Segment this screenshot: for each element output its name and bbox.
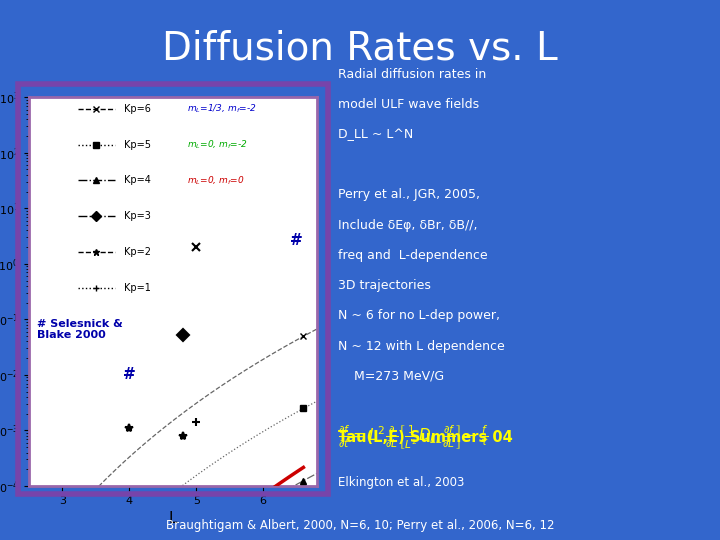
Text: Kp=5: Kp=5 (124, 140, 151, 150)
Text: model ULF wave fields: model ULF wave fields (338, 98, 480, 111)
Text: Radial diffusion rates in: Radial diffusion rates in (338, 68, 487, 80)
Text: D_LL ~ L^N: D_LL ~ L^N (338, 128, 414, 141)
Text: # Selesnick &
Blake 2000: # Selesnick & Blake 2000 (37, 319, 123, 340)
Text: N ~ 6 for no L-dep power,: N ~ 6 for no L-dep power, (338, 309, 500, 322)
Text: m$_L$=0, m$_f$=0: m$_L$=0, m$_f$=0 (187, 174, 245, 187)
Text: Braughtigam & Albert, 2000, N=6, 10; Perry et al., 2006, N=6, 12: Braughtigam & Albert, 2000, N=6, 10; Per… (166, 519, 554, 532)
Text: Perry et al., JGR, 2005,: Perry et al., JGR, 2005, (338, 188, 480, 201)
Text: Kp=6: Kp=6 (124, 104, 150, 114)
Text: #: # (290, 233, 303, 248)
Text: #: # (123, 367, 135, 382)
X-axis label: L: L (168, 511, 177, 526)
Text: Tau(L,E) Summers 04: Tau(L,E) Summers 04 (338, 430, 513, 445)
Text: N ~ 12 with L dependence: N ~ 12 with L dependence (338, 340, 505, 353)
Text: freq and  L-dependence: freq and L-dependence (338, 249, 488, 262)
Text: $\frac{\partial f}{\partial t} = L^2 \frac{\partial}{\partial L}\left[\frac{1}{L: $\frac{\partial f}{\partial t} = L^2 \fr… (338, 423, 489, 451)
Text: m$_L$=1/3, m$_f$=-2: m$_L$=1/3, m$_f$=-2 (187, 103, 257, 115)
Text: Kp=1: Kp=1 (124, 283, 150, 293)
Text: 3D trajectories: 3D trajectories (338, 279, 431, 292)
Text: Include δEφ, δBr, δB//,: Include δEφ, δBr, δB//, (338, 219, 478, 232)
Text: Kp=4: Kp=4 (124, 176, 150, 185)
Text: m$_L$=0, m$_f$=-2: m$_L$=0, m$_f$=-2 (187, 138, 248, 151)
Text: Elkington et al., 2003: Elkington et al., 2003 (338, 476, 465, 489)
Text: Kp=3: Kp=3 (124, 211, 150, 221)
Text: M=273 MeV/G: M=273 MeV/G (338, 370, 444, 383)
Text: Kp=2: Kp=2 (124, 247, 151, 257)
Text: Diffusion Rates vs. L: Diffusion Rates vs. L (162, 30, 558, 68)
